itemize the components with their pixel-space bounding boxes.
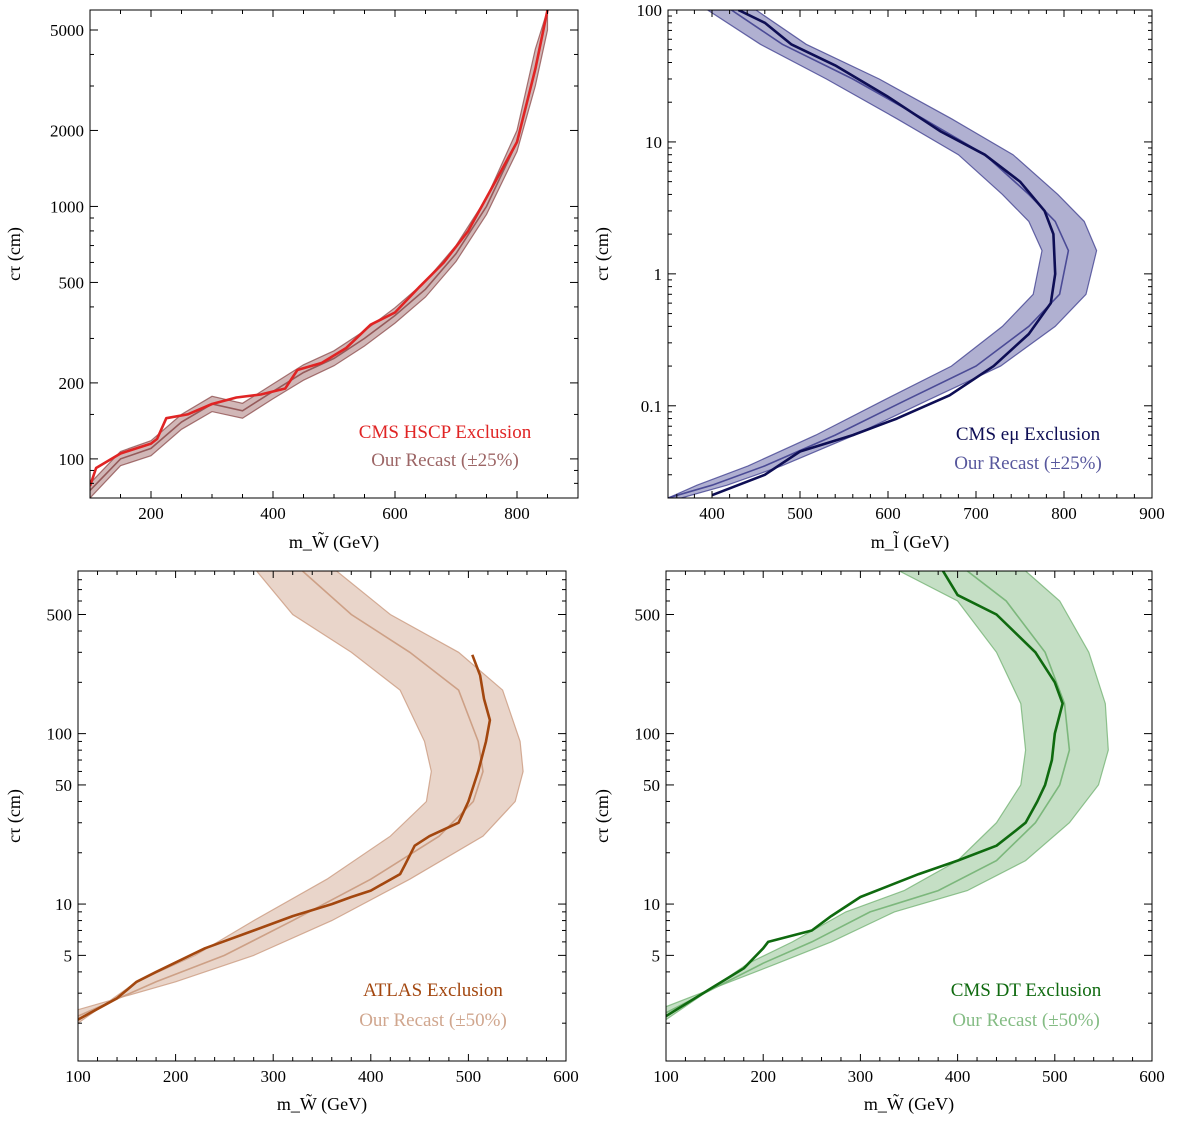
x-tick-label: 400: [260, 504, 286, 523]
y-tick-label: 1: [654, 265, 663, 284]
y-tick-label: 500: [635, 606, 661, 625]
y-tick-label: 5: [64, 946, 73, 965]
y-tick-label: 1000: [50, 197, 84, 216]
recast-band: [666, 571, 1109, 1021]
legend-recast: Our Recast (±50%): [952, 1010, 1100, 1031]
y-axis-label: cτ (cm): [4, 227, 25, 281]
y-axis-label: cτ (cm): [592, 789, 613, 843]
y-axis-label: cτ (cm): [4, 789, 25, 843]
y-tick-label: 100: [59, 450, 85, 469]
x-axis-label: m_W̃ (GeV): [864, 1093, 954, 1115]
x-tick-label: 500: [456, 1067, 482, 1086]
recast-center-line: [78, 571, 484, 1017]
exclusion-line: [711, 10, 1057, 497]
x-tick-label: 500: [1042, 1067, 1068, 1086]
x-tick-label: 200: [138, 504, 164, 523]
plot-frame: [665, 570, 1153, 1062]
y-tick-label: 10: [643, 895, 660, 914]
y-tick-label: 500: [47, 606, 73, 625]
y-tick-label: 50: [643, 776, 660, 795]
y-tick-label: 5000: [50, 21, 84, 40]
x-axis-label: m_W̃ (GeV): [277, 1093, 367, 1115]
exclusion-line: [90, 10, 549, 487]
legend-recast: Our Recast (±25%): [371, 450, 519, 471]
x-tick-label: 300: [848, 1067, 874, 1086]
exclusion-line: [666, 571, 1064, 1018]
y-tick-label: 2000: [50, 121, 84, 140]
legend-exclusion: CMS eμ Exclusion: [956, 424, 1101, 445]
panel-3: 100 200 300 400 500 600 5 10 50 100 500 m_W̃ (GeV) c…: [4, 570, 579, 1115]
y-tick-label: 0.1: [641, 397, 662, 416]
x-tick-label: 400: [699, 504, 725, 523]
x-tick-label: 600: [1139, 1067, 1165, 1086]
legend-recast: Our Recast (±50%): [359, 1010, 507, 1031]
x-tick-label: 100: [65, 1067, 91, 1086]
x-tick-label: 400: [945, 1067, 971, 1086]
legend-exclusion: CMS DT Exclusion: [951, 980, 1102, 1001]
y-tick-label: 10: [55, 895, 72, 914]
y-tick-label: 100: [47, 725, 73, 744]
legend-exclusion: ATLAS Exclusion: [363, 980, 503, 1001]
y-tick-label: 100: [635, 725, 661, 744]
panel-4: 100 200 300 400 500 600 5 10 50 100 500 m_W̃ (GeV) c…: [592, 570, 1165, 1115]
legend-recast: Our Recast (±25%): [954, 453, 1102, 474]
x-axis-label: m_W̃ (GeV): [289, 531, 379, 553]
x-tick-label: 800: [504, 504, 530, 523]
x-axis-label: m_l̃ (GeV): [871, 530, 949, 553]
y-tick-label: 5: [652, 946, 661, 965]
x-tick-label: 600: [553, 1067, 579, 1086]
x-tick-label: 200: [163, 1067, 189, 1086]
recast-band: [78, 571, 524, 1024]
x-tick-label: 600: [382, 504, 408, 523]
y-tick-label: 500: [59, 273, 85, 292]
y-tick-label: 10: [645, 133, 662, 152]
y-tick-label: 50: [55, 776, 72, 795]
x-tick-label: 800: [1051, 504, 1077, 523]
x-tick-label: 600: [875, 504, 901, 523]
exclusion-line: [78, 654, 492, 1021]
x-tick-label: 200: [750, 1067, 776, 1086]
legend-exclusion: CMS HSCP Exclusion: [359, 422, 532, 443]
x-tick-label: 900: [1139, 504, 1165, 523]
x-tick-label: 500: [787, 504, 813, 523]
recast-center-line: [90, 10, 549, 491]
x-tick-label: 100: [653, 1067, 679, 1086]
recast-band: [668, 10, 1098, 498]
panel-2: 400 500 600 700 800 900 0.1 1 10 100 m_l̃ (GeV) cτ …: [592, 1, 1165, 553]
plot-frame: [77, 570, 567, 1062]
x-tick-label: 300: [260, 1067, 286, 1086]
x-tick-label: 400: [358, 1067, 384, 1086]
panel-1: 200 400 600 800 100 200 500 1000 2000 5000 m_W̃ (G…: [4, 9, 579, 553]
y-tick-label: 200: [59, 374, 85, 393]
y-axis-label: cτ (cm): [592, 227, 613, 281]
recast-center-line: [666, 571, 1071, 1014]
plot-frame: [667, 9, 1153, 499]
x-tick-label: 700: [963, 504, 989, 523]
y-tick-label: 100: [637, 1, 663, 20]
